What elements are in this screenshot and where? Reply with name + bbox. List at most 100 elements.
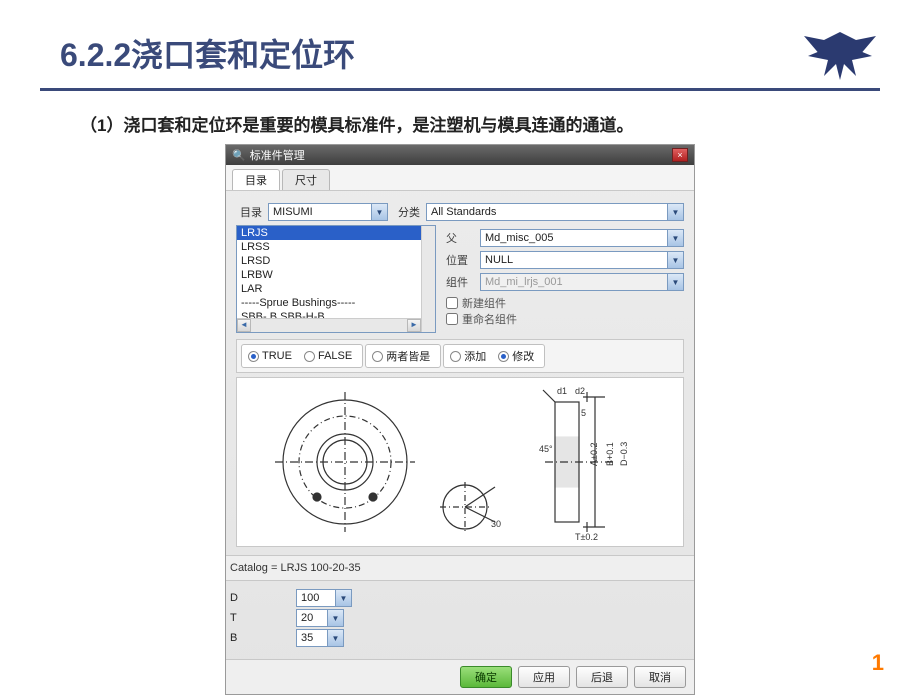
catalog-line: Catalog = LRJS 100-20-35 xyxy=(226,555,694,581)
param-d-combo[interactable]: 100 ▼ xyxy=(296,589,352,607)
radio-false[interactable]: FALSE xyxy=(300,349,360,363)
new-component-checkbox[interactable]: 新建组件 xyxy=(446,295,684,311)
param-name: B xyxy=(230,632,290,644)
list-item[interactable]: LRBW xyxy=(237,268,435,282)
param-name: T xyxy=(230,612,290,624)
param-value: 100 xyxy=(297,592,335,604)
new-component-label: 新建组件 xyxy=(462,295,506,311)
slide-title: 6.2.2浇口套和定位环 xyxy=(60,30,860,76)
param-value: 35 xyxy=(297,632,327,644)
svg-text:T±0.2: T±0.2 xyxy=(575,532,598,542)
chevron-down-icon[interactable]: ▼ xyxy=(335,590,351,606)
parent-value: Md_misc_005 xyxy=(481,232,667,244)
flange-front-view-icon xyxy=(265,387,425,537)
list-item[interactable]: LAR xyxy=(237,282,435,296)
title-rule xyxy=(40,88,880,91)
catalog-combo[interactable]: MISUMI ▼ xyxy=(268,203,388,221)
list-item[interactable]: LRSS xyxy=(237,240,435,254)
checkbox-icon[interactable] xyxy=(446,297,458,309)
horizontal-scrollbar[interactable]: ◄ ► xyxy=(237,318,421,332)
list-item[interactable]: -----Sprue Bushings----- xyxy=(237,296,435,310)
radio-label: FALSE xyxy=(318,350,352,362)
parameter-table: D 100 ▼ T 20 ▼ B 35 ▼ xyxy=(226,581,694,659)
dialog-footer: 确定 应用 后退 取消 xyxy=(226,659,694,694)
back-button[interactable]: 后退 xyxy=(576,666,628,688)
checkbox-icon[interactable] xyxy=(446,313,458,325)
dialog-titlebar[interactable]: 🔍 标准件管理 × xyxy=(226,145,694,165)
position-value: NULL xyxy=(481,254,667,266)
scroll-right-icon[interactable]: ► xyxy=(407,319,421,332)
param-value: 20 xyxy=(297,612,327,624)
param-t-combo[interactable]: 20 ▼ xyxy=(296,609,344,627)
param-b-combo[interactable]: 35 ▼ xyxy=(296,629,344,647)
chevron-down-icon[interactable]: ▼ xyxy=(371,204,387,220)
chevron-down-icon[interactable]: ▼ xyxy=(667,230,683,246)
position-label: 位置 xyxy=(446,252,474,268)
radio-both[interactable]: 两者皆是 xyxy=(368,347,438,365)
class-label: 分类 xyxy=(394,204,420,220)
position-combo[interactable]: NULL ▼ xyxy=(480,251,684,269)
radio-add[interactable]: 添加 xyxy=(446,347,494,365)
svg-text:45°: 45° xyxy=(539,444,553,454)
parent-combo[interactable]: Md_misc_005 ▼ xyxy=(480,229,684,247)
radio-icon xyxy=(248,351,259,362)
svg-text:d1: d1 xyxy=(557,386,567,396)
svg-text:30: 30 xyxy=(491,519,501,529)
component-label: 组件 xyxy=(446,274,474,290)
radio-group-truefalse: TRUE FALSE xyxy=(241,344,363,368)
radio-label: TRUE xyxy=(262,350,292,362)
flange-side-view-icon: A±0.2 B+0.1 D−0.3 45° 5 d1 d2 T±0.2 xyxy=(535,382,655,542)
cancel-button[interactable]: 取消 xyxy=(634,666,686,688)
chevron-down-icon[interactable]: ▼ xyxy=(327,630,343,646)
standard-parts-dialog: 🔍 标准件管理 × 目录 尺寸 目录 MISUMI ▼ 分类 All Stand… xyxy=(225,144,695,695)
radio-group-both: 两者皆是 xyxy=(365,344,441,368)
chevron-down-icon[interactable]: ▼ xyxy=(667,252,683,268)
svg-text:D−0.3: D−0.3 xyxy=(619,442,629,466)
radio-bar: TRUE FALSE 两者皆是 添加 修改 xyxy=(236,339,684,373)
close-icon[interactable]: × xyxy=(672,148,688,162)
svg-text:B+0.1: B+0.1 xyxy=(605,442,615,466)
param-name: D xyxy=(230,592,290,604)
radio-modify[interactable]: 修改 xyxy=(494,347,542,365)
type-listbox[interactable]: LRJS LRSS LRSD LRBW LAR -----Sprue Bushi… xyxy=(236,225,436,333)
tab-catalog[interactable]: 目录 xyxy=(232,169,280,190)
ok-button[interactable]: 确定 xyxy=(460,666,512,688)
vertical-scrollbar[interactable] xyxy=(421,226,435,332)
dialog-title: 标准件管理 xyxy=(250,147,305,163)
svg-text:A±0.2: A±0.2 xyxy=(589,443,599,466)
part-drawing: 30 A±0.2 B+0.1 D−0.3 45° 5 xyxy=(236,377,684,547)
chevron-down-icon[interactable]: ▼ xyxy=(327,610,343,626)
catalog-value: MISUMI xyxy=(269,206,371,218)
radio-label: 添加 xyxy=(464,348,486,364)
search-icon: 🔍 xyxy=(232,149,246,162)
radio-icon xyxy=(450,351,461,362)
component-combo: Md_mi_lrjs_001 ▼ xyxy=(480,273,684,291)
tab-dimension[interactable]: 尺寸 xyxy=(282,169,330,190)
page-number: 1 xyxy=(872,650,884,676)
svg-text:d2: d2 xyxy=(575,386,585,396)
radio-label: 两者皆是 xyxy=(386,348,430,364)
list-item[interactable]: LRSD xyxy=(237,254,435,268)
chevron-down-icon[interactable]: ▼ xyxy=(667,204,683,220)
radio-true[interactable]: TRUE xyxy=(244,349,300,363)
class-combo[interactable]: All Standards ▼ xyxy=(426,203,684,221)
flange-section-detail-icon: 30 xyxy=(435,387,525,537)
radio-label: 修改 xyxy=(512,348,534,364)
list-item[interactable]: LRJS xyxy=(237,226,435,240)
radio-icon xyxy=(304,351,315,362)
class-value: All Standards xyxy=(427,206,667,218)
component-value: Md_mi_lrjs_001 xyxy=(481,276,667,288)
rename-component-label: 重命名组件 xyxy=(462,311,517,327)
intro-paragraph: （1）浇口套和定位环是重要的模具标准件，是注塑机与模具连通的通道。 xyxy=(80,111,860,136)
radio-icon xyxy=(372,351,383,362)
apply-button[interactable]: 应用 xyxy=(518,666,570,688)
eagle-logo-icon xyxy=(800,26,880,86)
svg-text:5: 5 xyxy=(581,408,586,418)
catalog-label: 目录 xyxy=(236,204,262,220)
rename-component-checkbox[interactable]: 重命名组件 xyxy=(446,311,684,327)
chevron-down-icon: ▼ xyxy=(667,274,683,290)
radio-group-addmod: 添加 修改 xyxy=(443,344,545,368)
radio-icon xyxy=(498,351,509,362)
tab-strip: 目录 尺寸 xyxy=(226,165,694,191)
scroll-left-icon[interactable]: ◄ xyxy=(237,319,251,332)
